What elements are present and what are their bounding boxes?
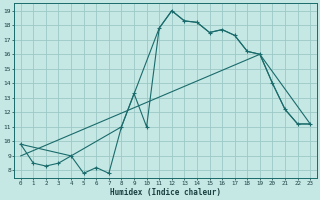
X-axis label: Humidex (Indice chaleur): Humidex (Indice chaleur) bbox=[110, 188, 221, 197]
